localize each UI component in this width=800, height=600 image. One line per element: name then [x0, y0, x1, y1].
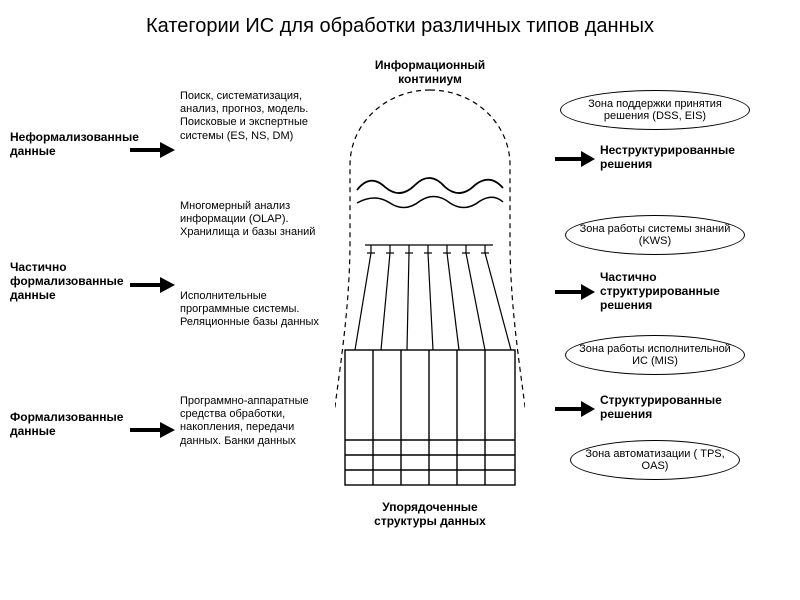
right-label-1: Неструктурированные решения [600, 143, 760, 171]
left-desc-3: Программно-аппаратные средства обработки… [180, 395, 330, 448]
arrow-icon-2 [130, 275, 175, 295]
right-label-2: Частично структурированные решения [600, 270, 760, 312]
left-desc-2b: Исполнительные программные системы. Реля… [180, 290, 330, 330]
arrow-icon-1 [130, 140, 175, 160]
arrow-icon-r1 [555, 150, 595, 168]
right-ellipse-2: Зона работы системы знаний (KWS) [565, 215, 745, 255]
center-diagram [335, 85, 525, 500]
arrow-icon-r2 [555, 283, 595, 301]
right-ellipse-4: Зона автоматизации ( TPS, OAS) [570, 440, 740, 480]
right-ellipse-1: Зона поддержки принятия решения (DSS, EI… [560, 90, 750, 130]
center-top-label: Информационный континиум [355, 58, 505, 86]
left-label-2: Частично формализованные данные [10, 260, 150, 302]
center-bottom-label: Упорядоченные структуры данных [355, 500, 505, 528]
left-desc-1: Поиск, систематизация, анализ, прогноз, … [180, 90, 330, 143]
right-label-3: Структурированные решения [600, 393, 760, 421]
left-label-3: Формализованные данные [10, 410, 150, 438]
page-title: Категории ИС для обработки различных тип… [0, 15, 800, 38]
right-ellipse-3: Зона работы исполнительной ИС (MIS) [565, 335, 745, 375]
arrow-icon-3 [130, 420, 175, 440]
arrow-icon-r3 [555, 400, 595, 418]
left-desc-2a: Многомерный анализ информации (OLAP). Хр… [180, 200, 330, 240]
left-label-1: Неформализованные данные [10, 130, 150, 158]
